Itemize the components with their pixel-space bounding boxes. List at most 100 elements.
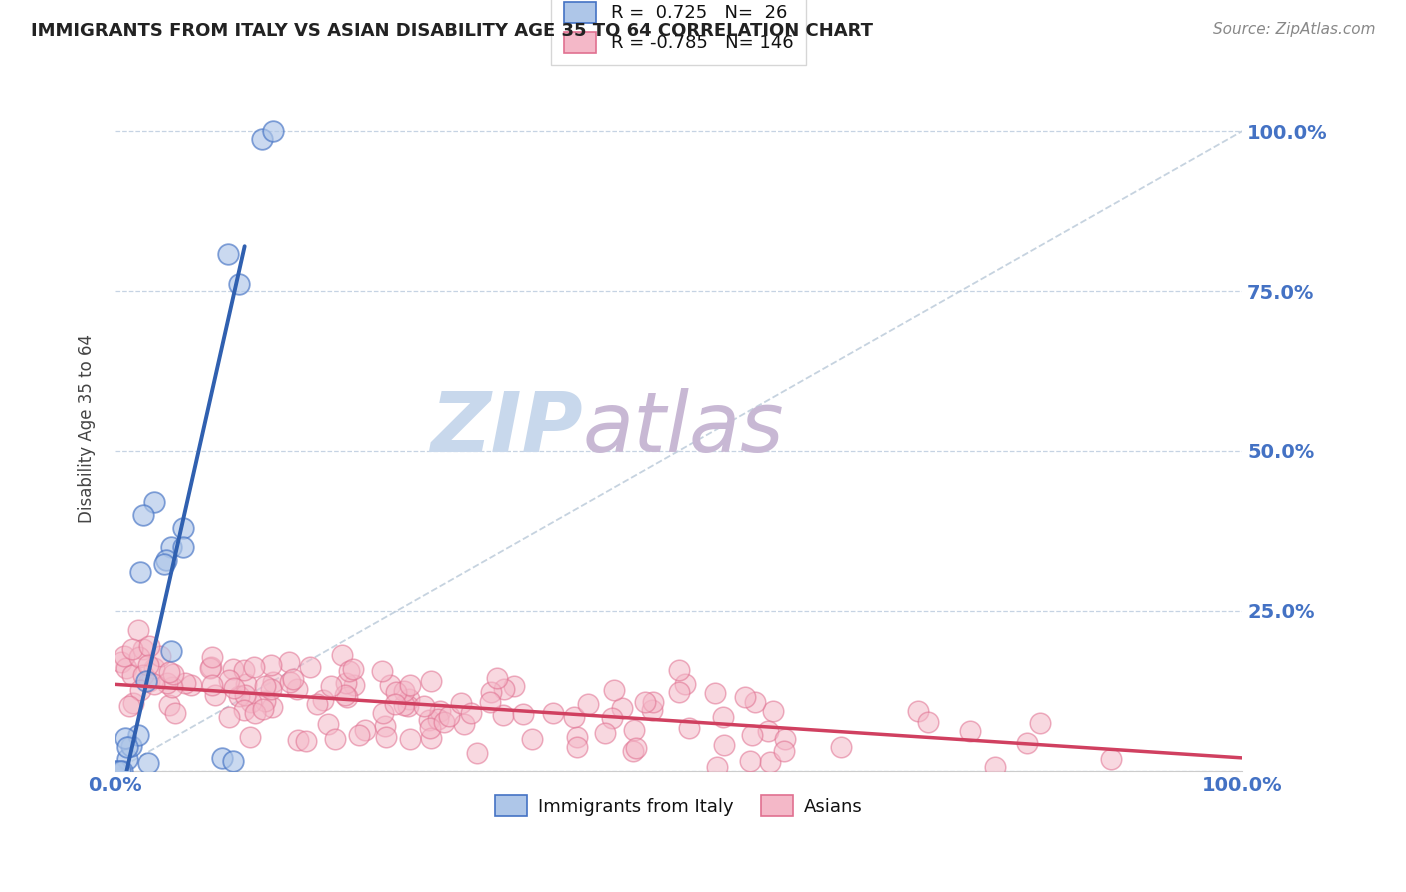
Point <box>959 723 981 738</box>
Point <box>668 663 690 677</box>
Point <box>375 730 398 744</box>
Point <box>239 730 262 744</box>
Point <box>564 710 586 724</box>
Point <box>541 706 564 721</box>
Point <box>600 711 623 725</box>
Point <box>135 673 157 688</box>
Point <box>115 740 138 755</box>
Point <box>343 678 366 692</box>
Point <box>762 704 785 718</box>
Point <box>370 665 392 679</box>
Point <box>1099 752 1122 766</box>
Point <box>253 693 276 707</box>
Point <box>305 697 328 711</box>
Point <box>118 698 141 713</box>
Point <box>283 673 305 687</box>
Point <box>232 663 254 677</box>
Point <box>565 740 588 755</box>
Point <box>502 679 524 693</box>
Point <box>127 728 149 742</box>
Point <box>773 731 796 746</box>
Point <box>392 698 415 713</box>
Point <box>399 732 422 747</box>
Point <box>419 721 441 735</box>
Point <box>734 690 756 704</box>
Point <box>121 642 143 657</box>
Point <box>706 760 728 774</box>
Point <box>347 728 370 742</box>
Point <box>984 760 1007 774</box>
Point <box>485 671 508 685</box>
Point <box>277 655 299 669</box>
Point <box>232 703 254 717</box>
Point <box>243 706 266 721</box>
Point <box>413 698 436 713</box>
Point <box>128 566 150 580</box>
Point <box>110 655 132 669</box>
Point <box>162 667 184 681</box>
Point <box>318 716 340 731</box>
Point <box>593 726 616 740</box>
Point <box>132 642 155 657</box>
Point <box>235 677 257 691</box>
Point <box>621 744 644 758</box>
Point <box>427 712 450 726</box>
Point <box>907 704 929 718</box>
Point <box>1015 736 1038 750</box>
Point <box>353 723 375 737</box>
Point <box>128 682 150 697</box>
Point <box>250 132 273 146</box>
Point <box>136 756 159 770</box>
Point <box>610 700 633 714</box>
Point <box>233 689 256 703</box>
Y-axis label: Disability Age 35 to 64: Disability Age 35 to 64 <box>79 334 96 523</box>
Point <box>429 704 451 718</box>
Point <box>634 695 657 709</box>
Point <box>319 679 342 693</box>
Point <box>336 690 359 704</box>
Point <box>218 710 240 724</box>
Point <box>160 681 183 695</box>
Point <box>201 650 224 665</box>
Point <box>398 678 420 692</box>
Point <box>465 746 488 760</box>
Point <box>342 662 364 676</box>
Point <box>127 623 149 637</box>
Point <box>218 673 240 687</box>
Point <box>260 657 283 672</box>
Point <box>323 732 346 747</box>
Point <box>217 246 239 260</box>
Point <box>624 741 647 756</box>
Point <box>371 706 394 720</box>
Point <box>262 675 284 690</box>
Point <box>453 716 475 731</box>
Point <box>741 728 763 742</box>
Point <box>623 723 645 738</box>
Point <box>641 695 664 709</box>
Point <box>253 679 276 693</box>
Point <box>298 660 321 674</box>
Point <box>155 552 177 566</box>
Point <box>142 677 165 691</box>
Point <box>152 557 174 571</box>
Point <box>120 739 142 754</box>
Point <box>567 730 589 744</box>
Point <box>211 751 233 765</box>
Point <box>830 740 852 755</box>
Point <box>228 690 250 704</box>
Point <box>419 731 441 745</box>
Point <box>114 731 136 746</box>
Point <box>330 648 353 663</box>
Point <box>394 683 416 698</box>
Point <box>772 744 794 758</box>
Point <box>262 124 284 138</box>
Text: ZIP: ZIP <box>430 388 583 469</box>
Point <box>132 668 155 682</box>
Legend: Immigrants from Italy, Asians: Immigrants from Italy, Asians <box>488 788 870 823</box>
Point <box>285 681 308 696</box>
Point <box>711 710 734 724</box>
Point <box>138 639 160 653</box>
Point <box>222 662 245 676</box>
Point <box>228 277 250 291</box>
Point <box>420 674 443 689</box>
